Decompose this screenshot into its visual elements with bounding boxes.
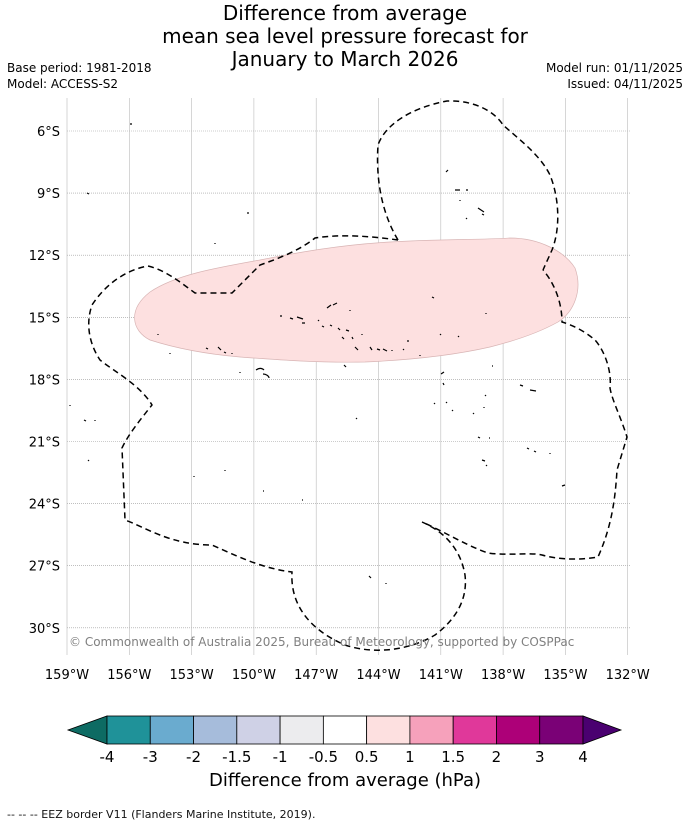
colorbar-tick-label: 3 xyxy=(535,748,545,766)
issued-date: Issued: 04/11/2025 xyxy=(567,77,683,91)
lon-label: 159°W xyxy=(45,668,89,683)
lat-label: 6°S xyxy=(37,125,60,140)
lat-label: 24°S xyxy=(29,498,60,513)
lat-label: 18°S xyxy=(29,373,60,388)
lat-label: 12°S xyxy=(29,249,60,264)
lat-label: 9°S xyxy=(37,187,60,202)
latitude-labels: 6°S 9°S 12°S 15°S 18°S 21°S 24°S 27°S 30°S xyxy=(29,125,60,637)
base-period: Base period: 1981-2018 xyxy=(7,61,152,75)
lat-label: 15°S xyxy=(29,311,60,326)
colorbar-tick-label: -3 xyxy=(143,748,158,766)
meta-right: Model run: 01/11/2025 Issued: 04/11/2025 xyxy=(546,60,683,92)
colorbar-swatch xyxy=(149,715,194,745)
island-marks-east xyxy=(433,169,566,487)
lon-label: 144°W xyxy=(356,668,400,683)
lat-label: 30°S xyxy=(29,622,60,637)
lon-label: 138°W xyxy=(481,668,525,683)
colorbar: -4 -3 -2 -1.5 -1 -0.5 0.5 1 1.5 2 3 4 xyxy=(66,715,623,766)
colorbar-tick-label: 4 xyxy=(578,748,588,766)
colorbar-swatch xyxy=(366,715,411,745)
lon-label: 150°W xyxy=(232,668,276,683)
colorbar-tick-label: 2 xyxy=(492,748,502,766)
lon-label: 156°W xyxy=(107,668,151,683)
lat-label: 21°S xyxy=(29,436,60,451)
island-marks-west xyxy=(69,123,303,501)
colorbar-swatch xyxy=(322,715,368,745)
title-line-2: mean sea level pressure forecast for xyxy=(162,24,528,48)
colorbar-tick-label: -4 xyxy=(100,748,115,766)
islands xyxy=(69,123,566,584)
longitude-labels: 159°W 156°W 153°W 150°W 147°W 144°W 141°W 138°W… xyxy=(45,668,650,683)
colorbar-extend-high xyxy=(582,715,623,745)
lon-label: 132°W xyxy=(606,668,650,683)
colorbar-tick-label: -2 xyxy=(186,748,201,766)
model-run: Model run: 01/11/2025 xyxy=(545,61,683,75)
colorbar-tick-label: -0.5 xyxy=(309,748,338,766)
anomaly-region xyxy=(134,237,579,363)
gridlines xyxy=(66,98,630,655)
colorbar-swatch xyxy=(409,715,454,745)
lon-label: 147°W xyxy=(294,668,338,683)
colorbar-swatch xyxy=(496,715,541,745)
island-marks-central xyxy=(280,296,487,584)
colorbar-tick-label: 0.5 xyxy=(355,748,379,766)
colorbar-swatch xyxy=(452,715,497,745)
eez-border xyxy=(88,100,628,651)
colorbar-title: Difference from average (hPa) xyxy=(208,770,482,791)
eez-northern-loop xyxy=(376,100,559,271)
colorbar-swatch xyxy=(193,715,238,745)
footer-legend-note: -- -- -- EEZ border V11 (Flanders Marine… xyxy=(7,808,316,821)
colorbar-tick-label: -1 xyxy=(273,748,288,766)
meta-left: Base period: 1981-2018 Model: ACCESS-S2 xyxy=(7,60,152,92)
lat-label: 27°S xyxy=(29,560,60,575)
colorbar-tick-label: 1 xyxy=(405,748,415,766)
colorbar-swatch xyxy=(279,715,324,745)
lon-label: 153°W xyxy=(170,668,214,683)
eez-main-region xyxy=(88,235,628,651)
colorbar-tick-label: 1.5 xyxy=(441,748,465,766)
colorbar-swatch xyxy=(236,715,281,745)
lon-label: 141°W xyxy=(419,668,463,683)
colorbar-swatch xyxy=(539,715,584,745)
colorbar-tick-label: -1.5 xyxy=(222,748,251,766)
colorbar-swatch xyxy=(106,715,151,745)
lon-label: 135°W xyxy=(543,668,587,683)
title-line-1: Difference from average xyxy=(222,1,468,25)
title-line-3: January to March 2026 xyxy=(231,47,459,71)
copyright-text: © Commonwealth of Australia 2025, Bureau… xyxy=(69,635,574,649)
model-name: Model: ACCESS-S2 xyxy=(7,77,119,91)
colorbar-extend-low xyxy=(66,715,108,745)
